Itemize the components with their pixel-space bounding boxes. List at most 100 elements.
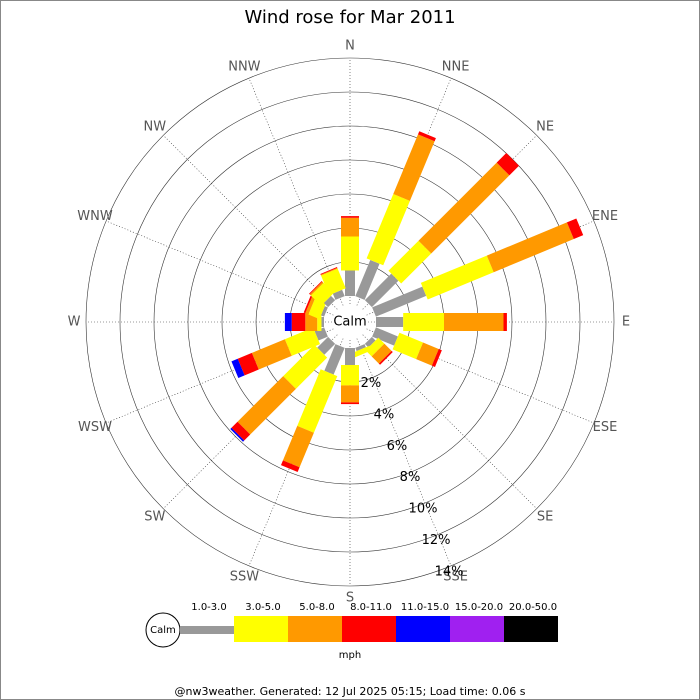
spoke [163,334,338,509]
calm-label: Calm [333,315,366,330]
spoke [163,135,338,310]
bar-segment [388,240,432,284]
bar-segment [496,153,519,176]
spoke [366,328,595,424]
bar-segment [251,339,292,370]
bar-segment [416,342,439,366]
chart-title: Wind rose for Mar 2011 [244,7,455,28]
bar-segment [352,345,372,358]
bar-segment [291,313,306,331]
bar-segment [372,286,427,317]
bar-segment [320,306,328,317]
bar-segment [403,313,444,331]
bar-segment [230,427,245,442]
direction-label: E [622,315,630,330]
direction-label: N [345,39,355,54]
bar-segment [420,255,494,300]
legend-swatch [504,616,558,642]
legend-label: 20.0-50.0 [509,602,557,613]
legend-swatch [288,616,342,642]
bar-segment [321,317,325,327]
bar-segment [364,336,376,348]
bar-segment [324,344,345,375]
ring-label: 10% [409,502,438,517]
ring-label: 6% [387,439,408,454]
legend-label: 5.0-8.0 [299,602,334,613]
direction-label: WNW [77,209,113,224]
bar-segment [231,421,251,441]
unit-label: mph [339,650,361,661]
bar-segment [376,317,404,327]
direction-label: NNW [228,60,260,75]
calm-circle [333,305,367,339]
direction-label: WSW [78,420,112,435]
bar-segment [309,281,324,296]
bar-segment [444,313,504,331]
bar-segment [503,313,507,331]
bar-segment [341,402,359,405]
bar-segment [366,194,410,266]
ring-label: 14% [435,564,464,579]
bar-segment [283,344,328,389]
direction-label: SE [537,510,553,525]
ring-label: 4% [374,407,395,422]
bar-segment [237,352,259,376]
bar-segment [345,348,355,365]
bar-segment [303,295,313,314]
legend-label: 11.0-15.0 [401,602,449,613]
bar-segment [393,134,435,201]
bar-segment [323,295,336,308]
direction-label: NW [144,119,167,134]
ring-label: 2% [361,376,382,391]
bar-segment [284,313,292,331]
spoke [356,338,452,567]
direction-label: SSE [443,569,468,584]
bar-segment [284,327,320,356]
direction-label: NNE [442,60,470,75]
bar-segment [309,281,323,295]
ring-label: 12% [422,533,451,548]
direction-label: SSW [230,569,260,584]
bar-segment [345,270,355,296]
bar-segment [418,162,510,254]
spoke [248,77,344,306]
legend-swatch [342,616,396,642]
bar-segment [378,350,393,365]
grid-ring [119,91,581,553]
bar-segment [297,369,338,433]
bar-segment [341,365,359,386]
grid-ring [85,57,615,587]
direction-label: ESE [593,420,618,435]
bar-segment [320,267,338,276]
legend-calm-label: Calm [150,625,176,636]
bar-segment [431,349,442,367]
bar-segment [372,327,398,346]
bar-segment [566,218,584,240]
bar-segment [341,217,359,237]
direction-label: S [346,591,354,606]
legend-swatch [180,626,234,634]
bar-segment [341,385,359,403]
direction-label: SW [144,510,165,525]
legend-swatch [450,616,504,642]
bar-segment [355,259,380,300]
direction-label: W [68,315,81,330]
bar-segment [417,131,436,142]
spoke [105,328,334,424]
spoke [362,334,537,509]
legend-label: 3.0-5.0 [245,602,280,613]
bar-segment [320,267,338,275]
bar-segment [305,296,316,315]
footer: @nw3weather. Generated: 12 Jul 2025 05:1… [175,685,526,698]
legend-label: 15.0-20.0 [455,602,503,613]
bar-segment [237,376,296,435]
ring-label: 8% [400,470,421,485]
bar-segment [280,460,300,472]
bar-segment [365,337,385,357]
bar-segment [364,273,399,308]
bar-segment [486,222,574,273]
bar-segment [317,336,336,355]
direction-label: NE [536,119,554,134]
bar-segment [332,289,345,300]
